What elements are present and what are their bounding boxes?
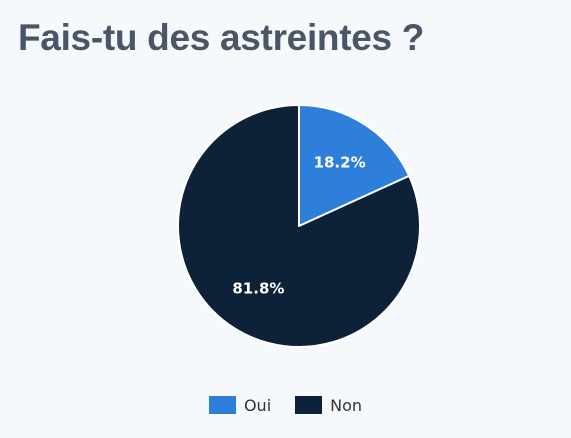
data-label-non: 81.8% [232, 280, 284, 298]
legend-item-non[interactable]: Non [295, 396, 362, 415]
legend-item-oui[interactable]: Oui [208, 395, 272, 415]
data-label-oui: 18.2% [314, 153, 366, 171]
legend: Oui Non [0, 393, 571, 417]
legend-swatch-non [295, 396, 323, 414]
pie-slice-non[interactable] [177, 104, 421, 348]
legend-label-non: Non [330, 395, 363, 415]
pie-slice-oui[interactable] [298, 104, 411, 227]
legend-label-oui: Oui [243, 395, 272, 415]
chart-title: Fais-tu des astreintes ? [18, 17, 425, 58]
legend-swatch-oui [208, 396, 236, 414]
